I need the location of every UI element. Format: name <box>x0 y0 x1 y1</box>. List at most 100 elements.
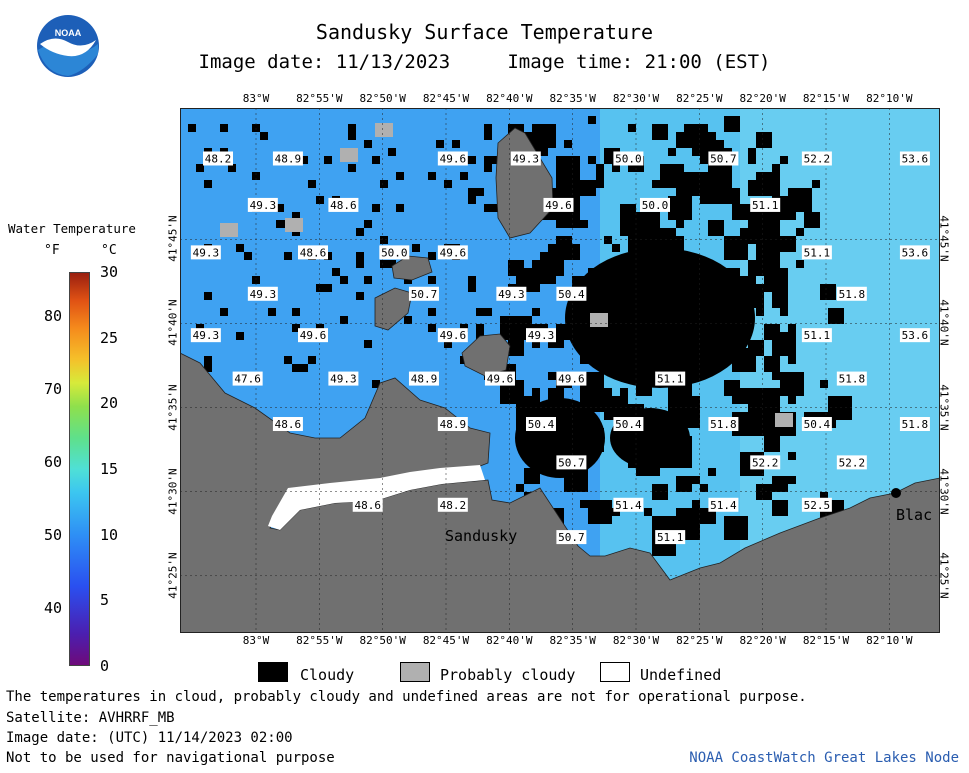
temp-label-bg <box>655 530 686 545</box>
temp-label-bg <box>556 371 587 386</box>
c-tick-label: 5 <box>100 591 110 610</box>
temp-label-bg <box>203 151 233 166</box>
temp-label: 50.0 <box>642 199 669 212</box>
temp-label: 49.6 <box>440 152 467 165</box>
longitude-label: 82°35'W <box>549 92 596 105</box>
temp-label-bg <box>190 328 221 343</box>
temp-label-bg <box>328 197 359 212</box>
temp-label: 51.4 <box>710 499 737 512</box>
latitude-label: 41°40'N <box>166 299 180 347</box>
latitude-label: 41°35'N <box>166 383 180 431</box>
temp-label: 50.4 <box>558 288 585 301</box>
temp-label-bg <box>328 371 359 386</box>
probably-cloudy-label: Probably cloudy <box>440 666 576 684</box>
temp-label-bg <box>708 417 739 432</box>
utc-date-text: Image date: (UTC) 11/14/2023 02:00 <box>6 730 293 746</box>
place-labels: Sandusky Blac <box>445 488 932 545</box>
temp-label: 49.6 <box>440 246 467 259</box>
latitude-label: 41°25'N <box>166 552 180 599</box>
temp-label-bg <box>437 151 468 166</box>
temp-label: 51.8 <box>902 418 929 431</box>
longitude-label: 82°50'W <box>359 634 406 647</box>
temp-label: 51.1 <box>804 246 831 259</box>
temp-label: 52.2 <box>839 456 866 469</box>
temp-label-bg <box>750 197 781 212</box>
cloudy-label: Cloudy <box>300 666 355 684</box>
temp-label: 49.6 <box>300 329 327 342</box>
temp-label-bg <box>801 328 832 343</box>
temp-label-bg <box>899 328 930 343</box>
place-label-sandusky: Sandusky <box>445 527 517 545</box>
longitude-label: 82°40'W <box>486 92 533 105</box>
place-label-blac: Blac <box>896 506 932 524</box>
temp-label: 51.8 <box>839 373 866 386</box>
f-tick-label: 60 <box>43 452 62 471</box>
temp-label-bg <box>613 417 644 432</box>
temp-label-bg <box>496 286 527 301</box>
undefined-label: Undefined <box>640 666 722 684</box>
temp-label: 49.3 <box>250 288 277 301</box>
latitude-label: 41°25'N <box>937 552 951 599</box>
temp-label: 50.4 <box>528 418 555 431</box>
longitude-label: 83°W <box>242 92 270 105</box>
longitude-label: 82°10'W <box>866 634 913 647</box>
longitude-label: 82°25'W <box>676 634 723 647</box>
temp-label-bg <box>232 371 263 386</box>
temp-label: 49.6 <box>440 329 467 342</box>
temp-label-bg <box>556 530 587 545</box>
land-mask <box>180 127 940 633</box>
latitude-label: 41°45'N <box>166 215 180 262</box>
temp-label: 49.3 <box>193 246 220 259</box>
temp-label: 49.3 <box>528 329 555 342</box>
c-tick-label: 30 <box>100 263 119 281</box>
temp-label: 49.6 <box>545 199 572 212</box>
temp-label-bg <box>352 497 383 512</box>
noaa-logo-icon: NOAA <box>37 15 99 77</box>
f-tick-label: 80 <box>43 306 62 325</box>
probably-cloudy-swatch <box>400 662 430 682</box>
temp-label: 51.1 <box>657 373 684 386</box>
image-date-time: Image date: 11/13/2023 Image time: 21:00… <box>198 51 771 73</box>
temp-label: 50.0 <box>381 246 408 259</box>
temp-label: 48.6 <box>275 418 302 431</box>
latitude-label: 41°30'N <box>166 467 180 515</box>
longitude-label: 82°55'W <box>296 92 343 105</box>
temp-label-bg <box>484 371 515 386</box>
longitude-label: 82°30'W <box>612 634 660 647</box>
temp-label-bg <box>801 417 832 432</box>
temp-label-bg <box>708 497 739 512</box>
temp-label: 53.6 <box>902 329 929 342</box>
temp-label-bg <box>613 151 644 166</box>
longitude-label: 82°45'W <box>422 634 470 647</box>
longitude-label: 82°20'W <box>739 92 786 105</box>
temp-label: 50.7 <box>710 152 737 165</box>
sst-map: 48.2 48.9 49.6 49.3 50.0 50.7 52.2 53.6 49.3 48.6… <box>180 108 940 633</box>
temp-label: 50.4 <box>804 418 831 431</box>
logo-text: NOAA <box>55 28 82 38</box>
temp-label: 48.6 <box>354 499 381 512</box>
temp-label-bg <box>899 151 930 166</box>
temp-label: 49.3 <box>513 152 540 165</box>
temp-label: 48.6 <box>330 199 357 212</box>
temp-label: 53.6 <box>902 246 929 259</box>
longitude-label: 82°45'W <box>422 92 470 105</box>
temp-label: 51.1 <box>752 199 779 212</box>
legend-unit-c: °C <box>101 243 117 258</box>
temp-label: 49.6 <box>487 373 513 386</box>
temp-label: 49.3 <box>498 288 525 301</box>
temp-label-bg <box>437 497 468 512</box>
satellite-text: Satellite: AVHRRF_MB <box>6 710 175 726</box>
longitude-label: 82°40'W <box>486 634 533 647</box>
temp-label: 48.9 <box>275 152 302 165</box>
navigation-warning: Not to be used for navigational purpose <box>6 750 335 766</box>
temp-label: 47.6 <box>234 373 261 386</box>
c-tick-label: 0 <box>100 657 110 675</box>
temp-label-bg <box>526 417 556 432</box>
temp-label-bg <box>801 245 832 260</box>
longitude-label: 82°15'W <box>802 92 850 105</box>
disclaimer-text: The temperatures in cloud, probably clou… <box>6 689 807 705</box>
temp-label-bg <box>437 328 468 343</box>
graticule <box>180 108 940 633</box>
credit-text: NOAA CoastWatch Great Lakes Node <box>689 750 959 766</box>
temp-label-bg <box>408 371 439 386</box>
